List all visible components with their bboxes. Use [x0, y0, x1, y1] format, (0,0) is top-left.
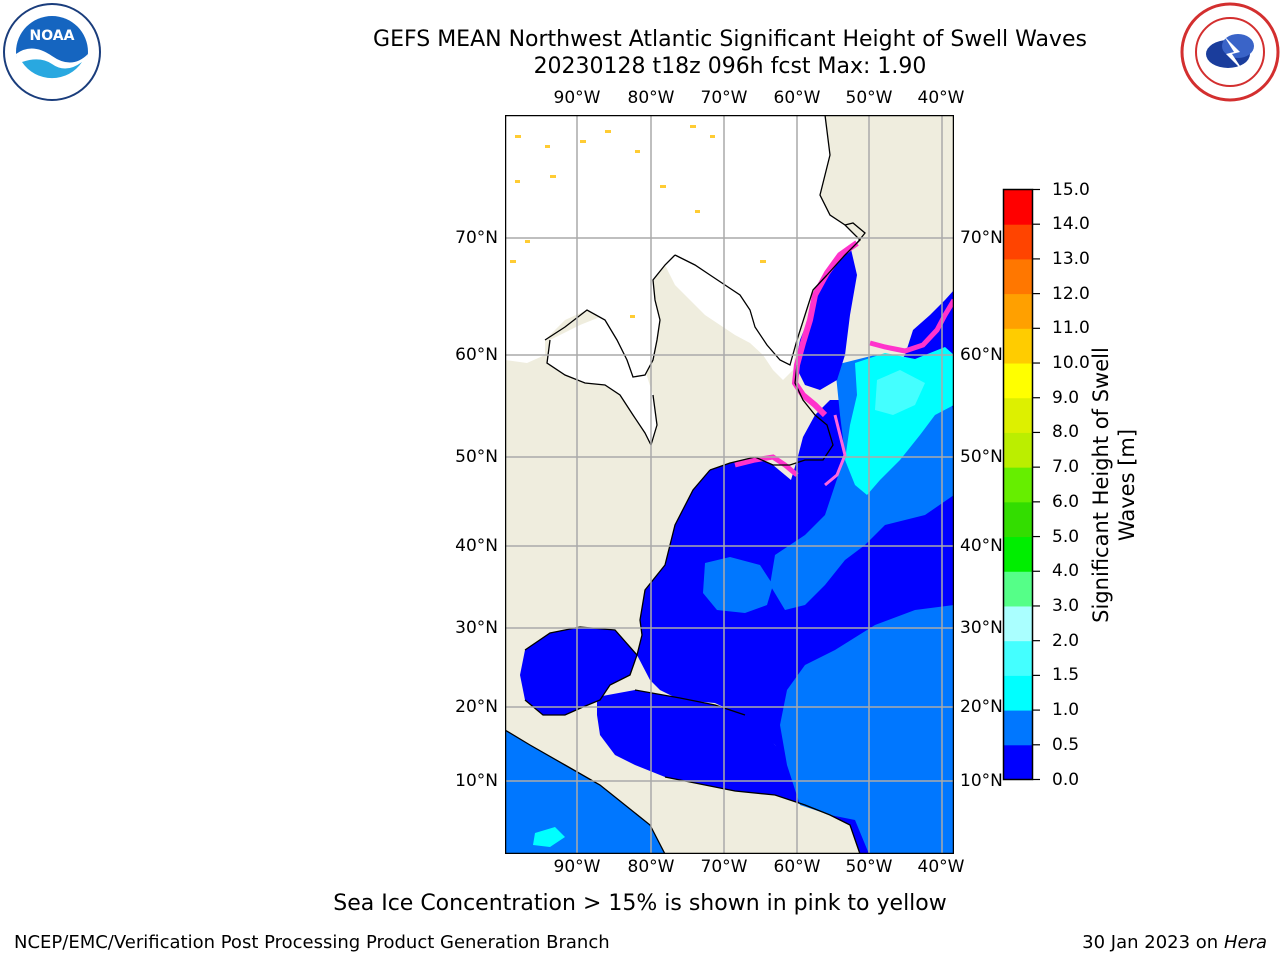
ocean-gulf: [520, 627, 637, 715]
lon-label-top: 70°W: [700, 88, 748, 108]
colorbar-tick-label: 5.0: [1052, 526, 1080, 547]
colorbar-swatch: [1003, 571, 1033, 607]
colorbar-swatch: [1003, 258, 1033, 295]
run-host: Hera: [1223, 932, 1267, 953]
colorbar-tick-label: 3.0: [1052, 595, 1080, 616]
colorbar-swatch: [1003, 397, 1033, 433]
ocean-labrador: [795, 245, 857, 390]
colorbar-tick-label: 11.0: [1052, 318, 1090, 339]
ice-sea-foxe: [655, 210, 795, 380]
colorbar-swatch: [1003, 293, 1033, 329]
colorbar-swatch: [1003, 224, 1033, 260]
plot-subtitle: 20230128 t18z 096h fcst Max: 1.90: [533, 54, 927, 79]
lon-label-bottom: 60°W: [773, 857, 821, 877]
lat-label-left: 40°N: [455, 536, 498, 556]
map-panel: [505, 115, 954, 854]
colorbar-tick-label: 4.0: [1052, 561, 1080, 582]
colorbar-swatch: [1003, 640, 1033, 676]
ocean-pacific: [505, 730, 665, 854]
lat-label-left: 60°N: [455, 345, 498, 365]
plot-title: GEFS MEAN Northwest Atlantic Significant…: [373, 27, 1087, 52]
lat-label-right: 40°N: [960, 536, 1003, 556]
colorbar-tick-label: 6.0: [1052, 491, 1080, 512]
lon-label-bottom: 50°W: [845, 857, 893, 877]
lon-label-top: 90°W: [553, 88, 601, 108]
colorbar-tick-label: 10.0: [1052, 353, 1090, 374]
colorbar-tick-label: 8.0: [1052, 422, 1080, 443]
ice-edge-greenland: [869, 298, 954, 354]
swell-high-strip: [875, 370, 925, 415]
ocean-caribbean: [597, 690, 830, 815]
noaa-logo: NOAA: [3, 3, 101, 101]
colorbar: [1002, 188, 1040, 781]
swell-mid-central: [780, 605, 954, 854]
swell-high-north: [845, 347, 954, 495]
lat-label-right: 70°N: [960, 228, 1003, 248]
colorbar-tick-label: 1.0: [1052, 700, 1080, 721]
colorbar-swatch: [1003, 467, 1033, 503]
colorbar-tick-label: 1.5: [1052, 665, 1080, 686]
ocean-pacific-cyan: [533, 827, 565, 847]
colorbar-tick-label: 15.0: [1052, 179, 1090, 200]
lon-label-top: 40°W: [917, 88, 965, 108]
ice-edge-newfoundland: [824, 414, 847, 487]
lat-label-left: 20°N: [455, 697, 498, 717]
colorbar-swatch: [1003, 328, 1033, 364]
lon-label-top: 80°W: [627, 88, 675, 108]
lon-label-top: 50°W: [845, 88, 893, 108]
lat-label-right: 30°N: [960, 618, 1003, 638]
sea-ice-note: Sea Ice Concentration > 15% is shown in …: [333, 891, 947, 916]
lon-label-bottom: 90°W: [553, 857, 601, 877]
colorbar-label: Significant Height of Swell Waves [m]: [1089, 347, 1139, 623]
lat-label-right: 60°N: [960, 345, 1003, 365]
gridlines: [505, 115, 954, 854]
lat-label-right: 10°N: [960, 771, 1003, 791]
colorbar-swatch: [1003, 744, 1033, 780]
colorbar-swatch: [1003, 675, 1033, 711]
lon-label-bottom: 40°W: [917, 857, 965, 877]
lat-label-left: 10°N: [455, 771, 498, 791]
lat-label-left: 70°N: [455, 228, 498, 248]
lat-label-right: 20°N: [960, 697, 1003, 717]
map-frame: [505, 115, 954, 854]
noaa-logo-text: NOAA: [30, 28, 75, 44]
colorbar-tick-label: 7.0: [1052, 457, 1080, 478]
lat-label-left: 50°N: [455, 447, 498, 467]
ice-hudson-bay: [547, 315, 657, 445]
producer-credit: NCEP/EMC/Verification Post Processing Pr…: [14, 932, 610, 953]
colorbar-tick-label: 12.0: [1052, 283, 1090, 304]
colorbar-swatch: [1003, 536, 1033, 572]
run-date: 30 Jan 2023 on: [1082, 932, 1219, 953]
ice-edge-labrador: [791, 240, 859, 418]
lon-label-bottom: 80°W: [627, 857, 675, 877]
colorbar-swatch: [1003, 501, 1033, 538]
colorbar-tick-label: 0.5: [1052, 734, 1080, 755]
colorbar-tick-label: 2.0: [1052, 630, 1080, 651]
colorbar-tick-label: 9.0: [1052, 387, 1080, 408]
colorbar-swatch: [1003, 189, 1033, 225]
lon-label-top: 60°W: [773, 88, 821, 108]
colorbar-tick-label: 14.0: [1052, 214, 1090, 235]
colorbar-swatch: [1003, 363, 1033, 399]
colorbar-swatch: [1003, 432, 1033, 468]
colorbar-swatch: [1003, 710, 1033, 746]
colorbar-tick-label: 0.0: [1052, 769, 1080, 790]
lon-label-bottom: 70°W: [700, 857, 748, 877]
colorbar-swatch: [1003, 605, 1033, 642]
nws-logo: [1180, 2, 1280, 102]
ice-yellow-fragments: [510, 125, 766, 318]
lat-label-left: 30°N: [455, 618, 498, 638]
colorbar-frame: [1002, 188, 1034, 781]
lat-label-right: 50°N: [960, 447, 1003, 467]
run-date-credit: 30 Jan 2023 on Hera: [1082, 932, 1267, 953]
swell-mid-patch: [703, 557, 773, 613]
colorbar-tick-label: 13.0: [1052, 248, 1090, 269]
